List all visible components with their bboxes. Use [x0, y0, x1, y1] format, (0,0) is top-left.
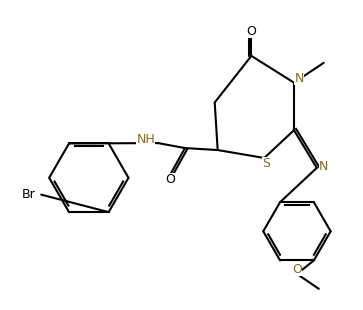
- Text: O: O: [246, 24, 256, 38]
- Text: N: N: [294, 72, 303, 85]
- Text: NH: NH: [136, 133, 155, 146]
- Text: O: O: [292, 264, 302, 277]
- Text: O: O: [165, 173, 175, 186]
- Text: S: S: [262, 157, 270, 170]
- Text: N: N: [319, 160, 329, 173]
- Text: Br: Br: [21, 188, 35, 201]
